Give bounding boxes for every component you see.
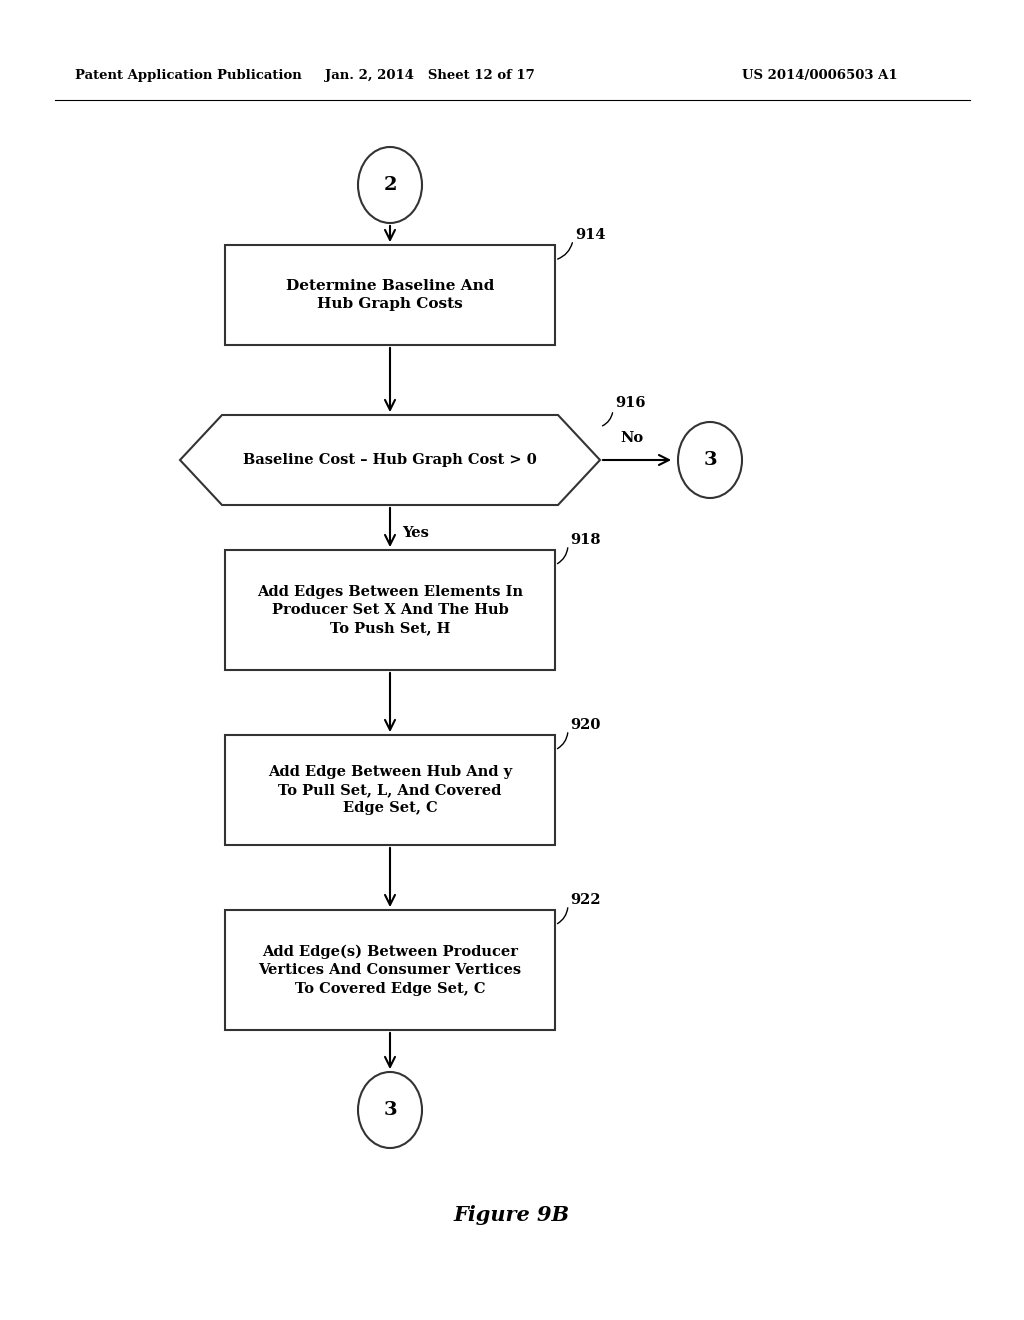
Bar xyxy=(225,909,555,1030)
Text: 3: 3 xyxy=(703,451,717,469)
Ellipse shape xyxy=(678,422,742,498)
Text: 914: 914 xyxy=(575,228,605,242)
Text: US 2014/0006503 A1: US 2014/0006503 A1 xyxy=(742,69,898,82)
Text: No: No xyxy=(620,432,643,445)
Text: Add Edge Between Hub And y
To Pull Set, L, And Covered
Edge Set, C: Add Edge Between Hub And y To Pull Set, … xyxy=(268,764,512,816)
Bar xyxy=(225,246,555,345)
Text: 920: 920 xyxy=(570,718,600,733)
Text: 918: 918 xyxy=(570,533,600,546)
Ellipse shape xyxy=(358,147,422,223)
Bar xyxy=(225,550,555,671)
Text: 2: 2 xyxy=(383,176,396,194)
Text: Add Edges Between Elements In
Producer Set X And The Hub
To Push Set, H: Add Edges Between Elements In Producer S… xyxy=(257,585,523,635)
Text: Jan. 2, 2014   Sheet 12 of 17: Jan. 2, 2014 Sheet 12 of 17 xyxy=(326,69,535,82)
Ellipse shape xyxy=(358,1072,422,1148)
Text: 922: 922 xyxy=(570,894,601,907)
Text: Figure 9B: Figure 9B xyxy=(454,1205,570,1225)
Text: Add Edge(s) Between Producer
Vertices And Consumer Vertices
To Covered Edge Set,: Add Edge(s) Between Producer Vertices An… xyxy=(258,944,521,995)
Bar xyxy=(225,735,555,845)
Text: Patent Application Publication: Patent Application Publication xyxy=(75,69,302,82)
Text: Determine Baseline And
Hub Graph Costs: Determine Baseline And Hub Graph Costs xyxy=(286,279,495,312)
Polygon shape xyxy=(180,414,600,506)
Text: Yes: Yes xyxy=(402,525,429,540)
Text: 916: 916 xyxy=(615,396,645,411)
Text: 3: 3 xyxy=(383,1101,397,1119)
Text: Baseline Cost – Hub Graph Cost > 0: Baseline Cost – Hub Graph Cost > 0 xyxy=(243,453,537,467)
